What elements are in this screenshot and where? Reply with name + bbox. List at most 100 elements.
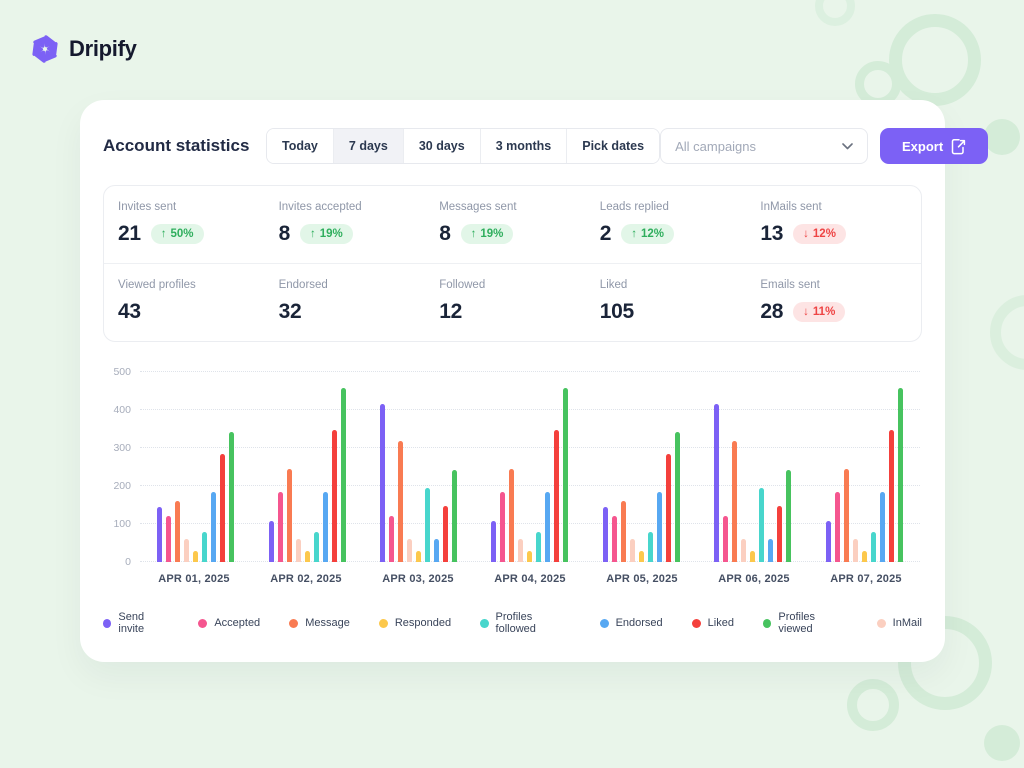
- stat-label: Leads replied: [599, 201, 669, 213]
- brand-name: Dripify: [69, 36, 137, 61]
- chart-bar-accepted: [389, 516, 395, 562]
- legend-item-accepted[interactable]: Accepted: [198, 611, 260, 635]
- chart-bar-liked: [554, 430, 560, 562]
- decor-circle: [990, 295, 1024, 370]
- legend-item-endorsed[interactable]: Endorsed: [599, 611, 663, 635]
- up-arrow-icon: ↑: [309, 228, 316, 240]
- chart-bar-endorsed: [545, 492, 551, 562]
- stat-change-text: 11%: [812, 306, 836, 318]
- chart-bar-message: [509, 469, 515, 562]
- up-arrow-icon: ↑: [631, 228, 637, 240]
- chart-bar-send-invite: [157, 507, 163, 562]
- chart-bar-profiles-followed: [202, 532, 208, 562]
- bar-group-apr-07-2025: [809, 372, 920, 562]
- chart-bar-accepted: [611, 516, 617, 562]
- tab-7-days[interactable]: 7 days: [333, 129, 404, 163]
- chart-bar-responded: [304, 551, 310, 562]
- tab-pick-dates[interactable]: Pick dates: [567, 129, 660, 163]
- legend-item-responded[interactable]: Responded: [378, 611, 451, 635]
- chart-bar-message: [843, 469, 849, 562]
- legend-item-profiles-followed[interactable]: Profiles followed: [480, 611, 570, 635]
- legend-item-inmail[interactable]: InMail: [876, 611, 922, 635]
- stat-invites-accepted: Invites accepted 8 ↑ 19%: [279, 201, 440, 246]
- grid-line: [140, 485, 920, 486]
- legend-dot: [103, 618, 112, 628]
- legend-item-liked[interactable]: Liked: [691, 611, 734, 635]
- stat-inmails-sent: InMails sent 13 ↓ 12%: [760, 201, 921, 246]
- stat-change-badge: ↓ 11%: [793, 302, 846, 322]
- stat-value: 8: [439, 222, 451, 245]
- stat-change-badge: ↑ 19%: [299, 224, 353, 244]
- chart-bar-endorsed: [211, 492, 217, 562]
- tab-3-months[interactable]: 3 months: [480, 129, 568, 163]
- export-button-label: Export: [902, 138, 944, 154]
- legend-item-send-invite[interactable]: Send invite: [103, 611, 169, 635]
- legend-dot: [378, 618, 388, 628]
- tab-30-days[interactable]: 30 days: [403, 129, 481, 163]
- legend-label: Send invite: [118, 611, 145, 635]
- chart-bar-profiles-followed: [759, 488, 765, 562]
- legend-item-profiles-viewed[interactable]: Profiles viewed: [762, 611, 848, 635]
- chart-bar-responded: [638, 551, 644, 562]
- bar-group-apr-03-2025: [363, 372, 474, 562]
- stat-change-badge: ↓ 12%: [793, 224, 846, 244]
- stat-viewed-profiles: Viewed profiles 43: [118, 279, 279, 324]
- bar-group-apr-04-2025: [474, 372, 585, 562]
- brand-logo[interactable]: Dripify: [30, 34, 137, 64]
- stat-value: 43: [118, 300, 141, 323]
- legend-item-message[interactable]: Message: [289, 611, 350, 635]
- pinwheel-logo-icon: [30, 34, 60, 64]
- chart-bar-send-invite: [380, 404, 386, 562]
- down-arrow-icon: ↓: [803, 228, 809, 240]
- chart-bar-profiles-followed: [536, 532, 542, 562]
- stat-change-badge: ↑ 19%: [460, 224, 514, 244]
- stat-value-row: 8 ↑ 19%: [439, 222, 600, 246]
- chart-bar-profiles-viewed: [897, 388, 903, 562]
- stat-value: 32: [278, 300, 302, 323]
- stat-label: Messages sent: [439, 201, 517, 213]
- decor-circle: [889, 14, 981, 106]
- chart-bar-accepted: [834, 492, 840, 562]
- stats-panel: Invites sent 21 ↑ 50% Invites accepted 8 ↑ 19% M…: [103, 185, 922, 342]
- campaign-filter-select[interactable]: All campaigns: [660, 128, 869, 164]
- legend-label: Profiles viewed: [778, 611, 816, 635]
- chart-bar-inmail: [184, 539, 190, 562]
- chart-bar-profiles-followed: [870, 532, 876, 562]
- y-axis-label: 400: [113, 404, 131, 416]
- stat-liked: Liked 105: [600, 279, 761, 324]
- legend-label: Profiles followed: [495, 611, 536, 635]
- stat-value-row: 21 ↑ 50%: [118, 222, 279, 246]
- chart-bar-liked: [665, 454, 671, 562]
- stat-leads-replied: Leads replied 2 ↑ 12%: [600, 201, 761, 246]
- chart-bar-message: [732, 441, 738, 562]
- tab-today[interactable]: Today: [267, 129, 334, 163]
- y-axis-label: 200: [113, 480, 131, 492]
- campaign-filter-value: All campaigns: [675, 138, 757, 154]
- bar-group-apr-06-2025: [697, 372, 808, 562]
- stats-row: Viewed profiles 43 Endorsed 32 Followed 12 Lik…: [104, 263, 921, 341]
- chart-bar-inmail: [852, 539, 858, 562]
- chart-bar-liked: [220, 454, 226, 562]
- chart-bar-liked: [777, 506, 783, 562]
- grid-line: [140, 409, 920, 410]
- legend-label: InMail: [892, 617, 922, 629]
- stat-change-text: 50%: [170, 228, 194, 240]
- up-arrow-icon: ↑: [470, 228, 477, 240]
- x-axis-label: APR 01, 2025: [158, 573, 230, 585]
- chart-bar-profiles-followed: [313, 532, 319, 562]
- stat-value-row: 2 ↑ 12%: [600, 222, 761, 246]
- chart-plot-area: [140, 371, 920, 562]
- stat-value-row: 28 ↓ 11%: [760, 300, 921, 324]
- bar-group-apr-05-2025: [586, 372, 697, 562]
- x-axis-label: APR 04, 2025: [494, 573, 566, 585]
- x-axis: APR 01, 2025 APR 02, 2025 APR 03, 2025 APR …: [103, 573, 922, 585]
- chart-bar-endorsed: [879, 492, 885, 562]
- stat-label: Endorsed: [278, 279, 328, 291]
- card-header: Account statistics Today 7 days 30 days 3 m…: [103, 128, 989, 164]
- grid-line: [140, 447, 920, 448]
- chart-bar-responded: [416, 551, 422, 562]
- chart-bar-responded: [527, 551, 533, 562]
- stat-messages-sent: Messages sent 8 ↑ 19%: [439, 201, 600, 246]
- export-button[interactable]: Export: [880, 128, 989, 164]
- chevron-down-icon: [842, 142, 853, 150]
